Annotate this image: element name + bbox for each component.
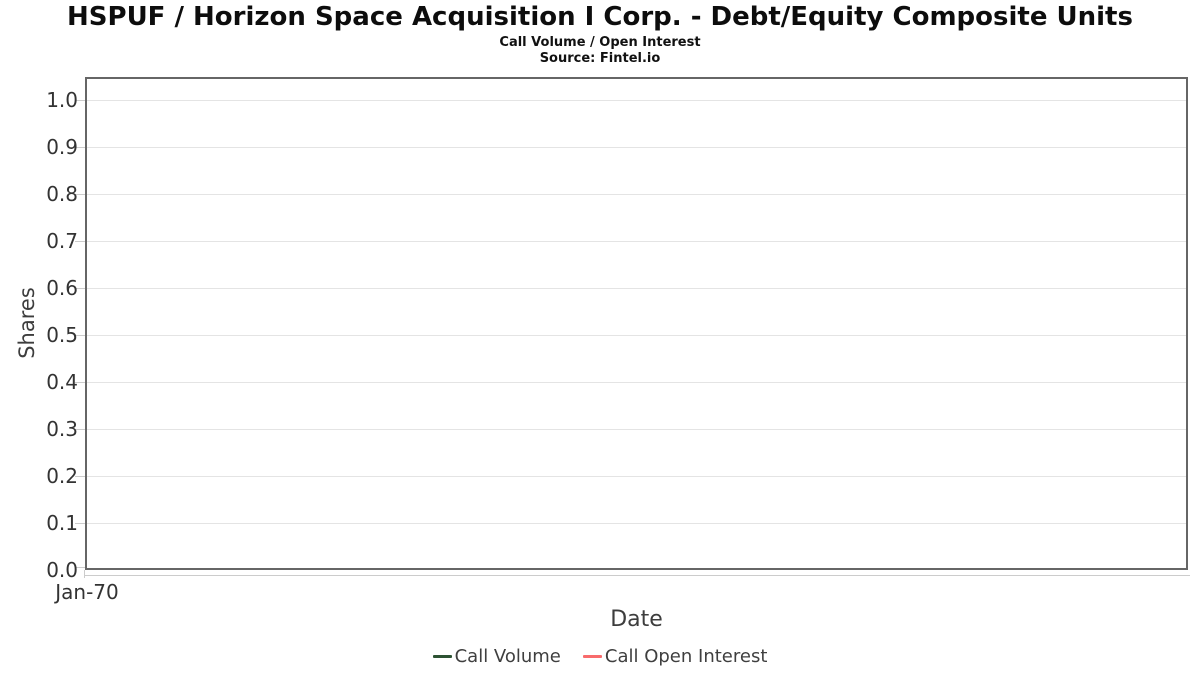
y-tick-mark (75, 335, 85, 336)
chart-title: HSPUF / Horizon Space Acquisition I Corp… (67, 2, 1133, 32)
y-tick-label: 0.3 (46, 417, 78, 441)
plot-area (75, 77, 1188, 570)
gridline (87, 288, 1186, 289)
y-tick-label: 0.4 (46, 370, 78, 394)
y-tick-label: 0.6 (46, 276, 78, 300)
y-tick-label: 0.7 (46, 229, 78, 253)
gridline (87, 147, 1186, 148)
x-tick-label: Jan-70 (55, 580, 119, 604)
legend-item-call-volume[interactable]: Call Volume (432, 646, 561, 667)
legend-label: Call Volume (454, 646, 561, 667)
chart-subtitle: Call Volume / Open Interest (499, 35, 701, 50)
legend-dash-icon (432, 655, 452, 658)
y-tick-mark (75, 147, 85, 148)
legend-dash-icon (582, 655, 602, 658)
y-tick-label: 0.1 (46, 511, 78, 535)
gridline (87, 194, 1186, 195)
y-tick-mark (75, 241, 85, 242)
gridline (87, 100, 1186, 101)
gridline (87, 523, 1186, 524)
y-tick-label: 0.9 (46, 135, 78, 159)
y-tick-mark (75, 194, 85, 195)
legend-item-call-open-interest[interactable]: Call Open Interest (582, 646, 768, 667)
x-axis-line (85, 575, 1190, 576)
gridline (87, 382, 1186, 383)
gridline (87, 335, 1186, 336)
chart-source: Source: Fintel.io (539, 51, 661, 66)
y-tick-mark (75, 429, 85, 430)
y-axis-title: Shares (15, 287, 39, 359)
y-tick-mark (75, 382, 85, 383)
y-tick-label: 0.8 (46, 182, 78, 206)
x-axis-title: Date (610, 607, 663, 632)
y-tick-label: 0.2 (46, 464, 78, 488)
x-tick-mark (84, 570, 85, 578)
y-tick-mark (75, 288, 85, 289)
y-tick-label: 1.0 (46, 88, 78, 112)
y-tick-label: 0.5 (46, 323, 78, 347)
gridline (87, 476, 1186, 477)
gridline (87, 241, 1186, 242)
y-tick-label: 0.0 (46, 558, 78, 582)
y-tick-mark (75, 476, 85, 477)
legend: Call Volume Call Open Interest (0, 646, 1200, 667)
gridline (87, 429, 1186, 430)
y-tick-mark (75, 100, 85, 101)
y-tick-mark (75, 567, 85, 568)
legend-label: Call Open Interest (604, 646, 768, 667)
y-tick-mark (75, 523, 85, 524)
